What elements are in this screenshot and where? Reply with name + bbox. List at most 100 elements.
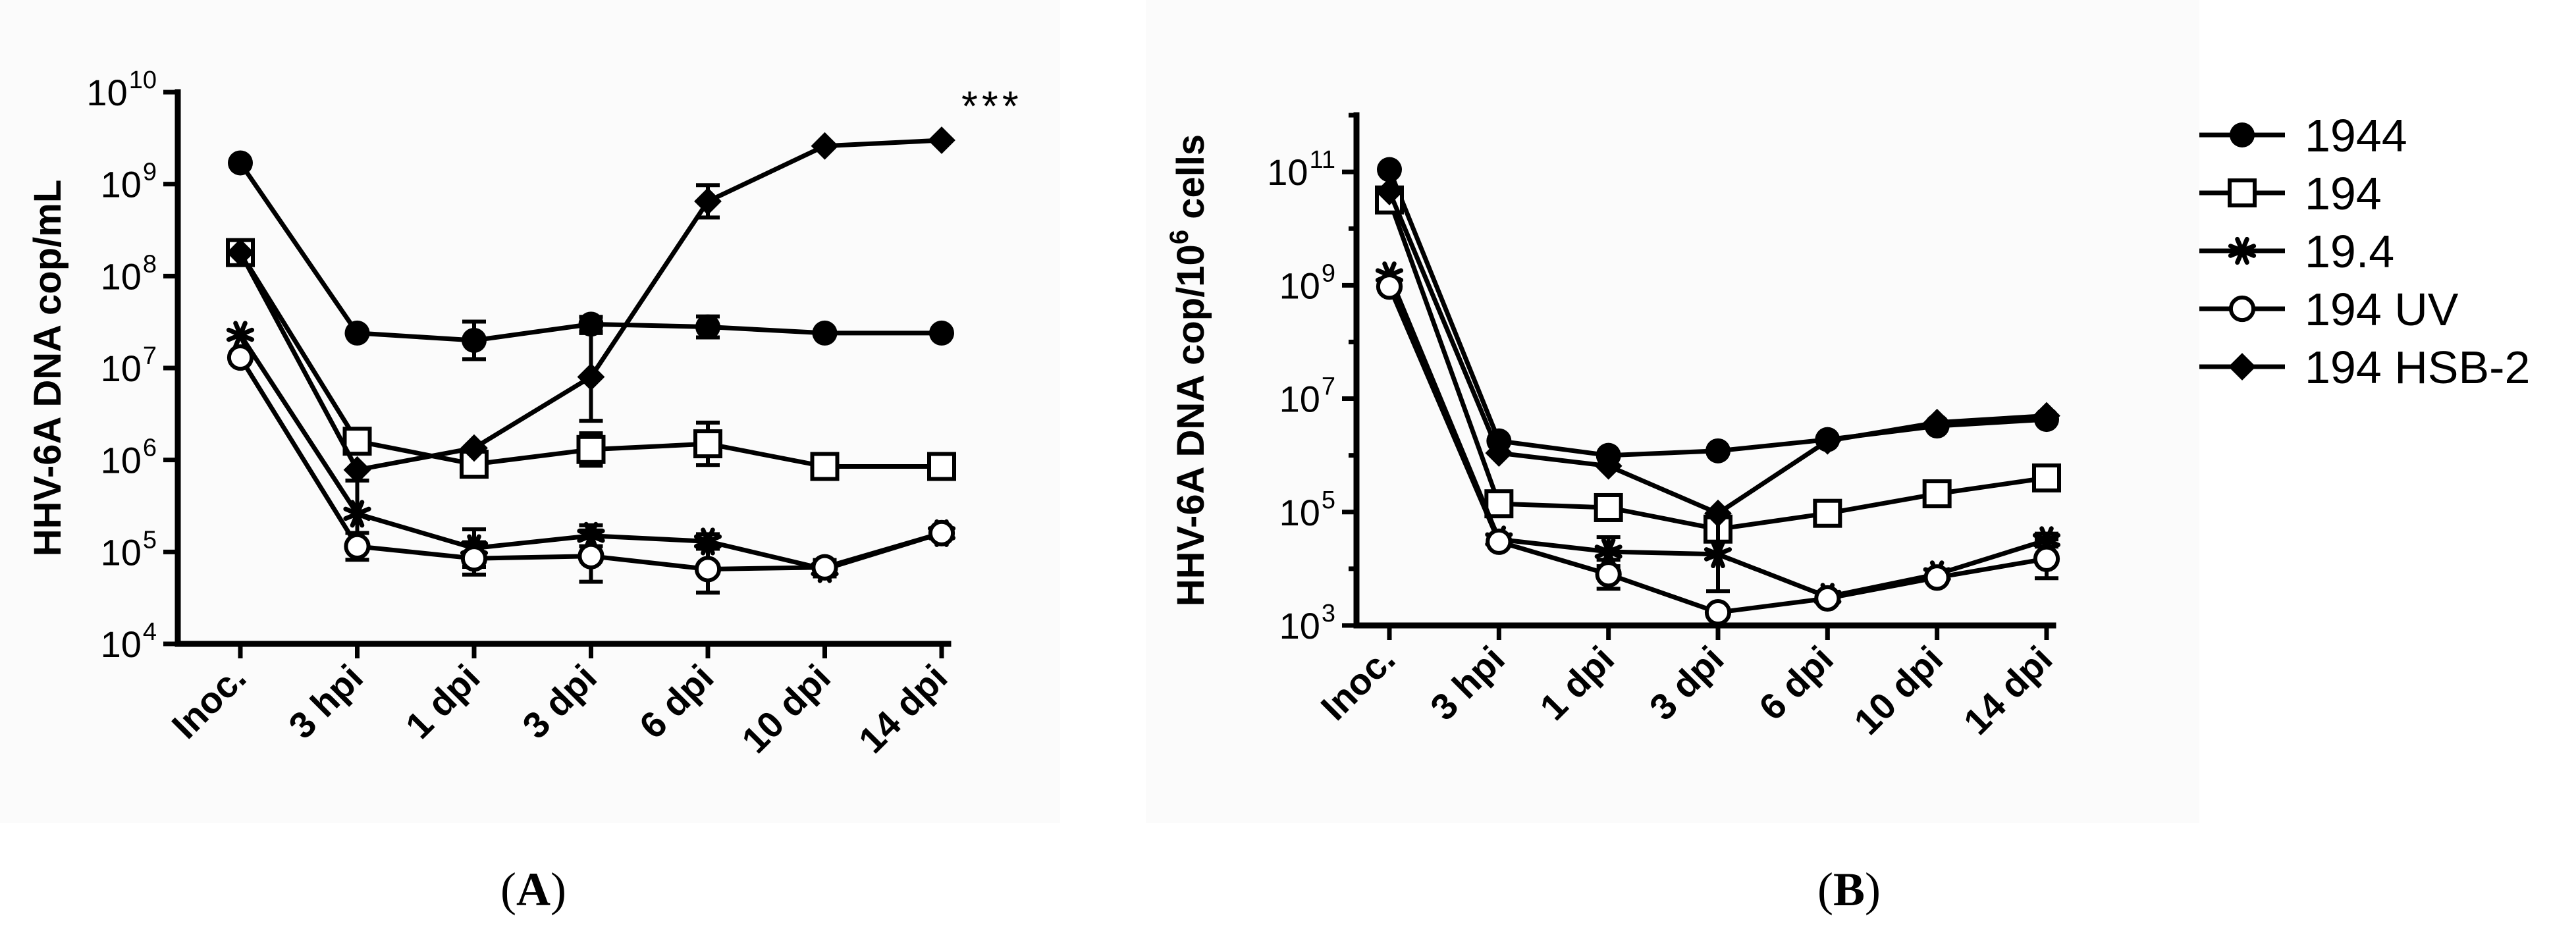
panel-b-x-tick-label-6-dpi: 6 dpi	[1751, 638, 1841, 728]
legend-marker-194-uv	[2228, 295, 2256, 323]
panel-a-x-tick-label-1-dpi: 1 dpi	[398, 656, 488, 747]
panel-a-x-tick-label-10-dpi: 10 dpi	[734, 656, 838, 761]
panel-a-point-194-uv	[460, 545, 488, 572]
panel-a-point-1944	[812, 320, 838, 346]
panel-a-point-194-uv	[227, 344, 254, 371]
panel-b-point-194-uv	[2033, 545, 2060, 572]
panel-a-significance-annotation: ***	[961, 82, 1023, 130]
panel-b-point-194-uv	[1376, 273, 1403, 300]
legend-marker-1944	[2230, 122, 2255, 147]
panel-a-point-194-hsb-2	[460, 434, 488, 462]
panel-a-point-194-hsb-2	[577, 363, 605, 391]
panel-b-series-194-uv	[1376, 273, 2060, 626]
panel-b-x-tick-label-14-dpi: 14 dpi	[1956, 638, 2060, 743]
legend: 1944 194 19.4 194 UV 194 HSB-2	[2199, 110, 2530, 393]
panel-a-point-194	[693, 429, 722, 459]
panel-b-series-194-hsb-2	[1376, 178, 2060, 527]
panel-a-point-194-hsb-2	[694, 187, 722, 215]
panel-b-point-194-hsb-2	[1813, 427, 1842, 455]
panel-b-point-194	[2032, 463, 2061, 492]
panel-a-point-194	[576, 435, 606, 464]
panel-a-point-1944	[344, 320, 370, 346]
panel-label-a: (A)	[500, 863, 566, 916]
panel-a-x-tick-label-14-dpi: 14 dpi	[851, 656, 955, 761]
panel-b-point-194-uv	[1486, 528, 1513, 555]
panel-b-point-194	[1922, 479, 1952, 509]
panel-b-y-tick-label: 105	[1279, 487, 1335, 533]
panel-a-y-tick-label: 1010	[86, 66, 157, 113]
panel-a-y-tick-label: 105	[101, 526, 157, 573]
legend-label-194-uv: 194 UV	[2305, 284, 2459, 335]
legend-marker-194-hsb-2	[2228, 353, 2256, 381]
panel-b-point-194-uv	[1923, 564, 1950, 591]
legend-label-194: 194	[2305, 168, 2382, 219]
panel-b-x-tick-label-10-dpi: 10 dpi	[1846, 638, 1950, 743]
panel-b-point-194-hsb-2	[1594, 452, 1623, 480]
legend-item-19-4: 19.4	[2199, 226, 2394, 277]
panel-a-y-tick-label: 106	[101, 435, 157, 481]
chart-panel-b: 103 105 107 109 1011 Inoc. 3 hpi 1 dpi 3 dpi 6 dp…	[1165, 112, 2061, 743]
panel-a-series-194-hsb-2	[227, 126, 955, 484]
panel-b-series-19-4	[1375, 261, 2061, 611]
panel-b-series-line-1944	[1387, 169, 2047, 458]
panel-b-point-1944	[1377, 157, 1402, 182]
panel-a-point-194-uv	[928, 519, 955, 546]
panel-b-point-194-uv	[1704, 599, 1732, 626]
legend-item-194-uv: 194 UV	[2199, 284, 2459, 335]
panel-b-y-tick-label: 109	[1279, 259, 1335, 306]
panel-b-y-tick-label: 103	[1279, 600, 1335, 647]
panel-b-point-1944	[1705, 438, 1731, 463]
panel-a-series-1944	[228, 150, 954, 361]
panel-b-point-194-hsb-2	[1923, 408, 1951, 436]
panel-a-point-194	[810, 452, 840, 481]
panel-b-x-tick-label-inoc: Inoc.	[1313, 638, 1403, 728]
panel-b-point-194-hsb-2	[1704, 499, 1732, 527]
panel-label-b: (B)	[1817, 863, 1881, 916]
panel-b-x-tick-label-3-dpi: 3 dpi	[1642, 638, 1732, 728]
panel-a-x-tick-label-6-dpi: 6 dpi	[631, 656, 722, 747]
legend-label-1944: 1944	[2305, 110, 2407, 161]
panel-b-point-194-hsb-2	[2033, 402, 2060, 430]
panel-a-point-194-hsb-2	[227, 238, 254, 267]
panel-b-y-tick-label: 107	[1279, 373, 1335, 420]
panel-b-point-194	[1594, 492, 1623, 522]
panel-b-background	[1146, 0, 2199, 823]
panel-a-y-tick-label: 109	[101, 159, 157, 205]
panel-b-x-tick-label-1-dpi: 1 dpi	[1532, 638, 1622, 728]
panel-a-point-1944	[578, 311, 604, 337]
legend-label-19-4: 19.4	[2305, 226, 2394, 277]
legend-marker-194	[2228, 178, 2257, 207]
panel-b-point-19-4	[1594, 537, 1623, 566]
panel-a-point-1944	[929, 320, 954, 346]
legend-marker-19-4	[2228, 236, 2257, 265]
panel-a-point-194-hsb-2	[928, 126, 955, 154]
panel-a-y-axis-label: HHV-6A DNA cop/mL	[26, 180, 69, 557]
panel-b-x-tick-label-3-hpi: 3 hpi	[1422, 638, 1513, 728]
panel-b-point-194-hsb-2	[1485, 439, 1513, 467]
panel-a-y-tick-label: 104	[101, 618, 157, 665]
legend-item-194-hsb-2: 194 HSB-2	[2199, 342, 2530, 393]
panel-b-y-axis-label: HHV-6A DNA cop/106 cells	[1165, 134, 1212, 606]
panel-a-point-19-4	[226, 321, 255, 349]
legend-item-194: 194	[2199, 168, 2382, 219]
panel-a-point-194-uv	[344, 533, 371, 560]
panel-a-point-194-uv	[694, 556, 722, 583]
panel-a-point-19-4	[343, 500, 371, 528]
legend-item-1944: 1944	[2199, 110, 2407, 161]
panel-a-x-tick-label-inoc: Inoc.	[164, 656, 254, 747]
panel-b-point-194	[1813, 498, 1842, 528]
chart-panel-a: 104 105 106 107 108 109 1010 Inoc. 3 hpi 1 dpi 3 d…	[26, 66, 1023, 761]
legend-label-194-hsb-2: 194 HSB-2	[2305, 342, 2530, 393]
panel-a-point-1944	[695, 314, 720, 340]
panel-a-x-tick-label-3-hpi: 3 hpi	[281, 656, 371, 747]
panel-a-point-1944	[462, 327, 487, 353]
panel-a-point-1944	[228, 150, 253, 176]
panel-a-series-194-uv	[227, 344, 955, 595]
panel-a-point-194-hsb-2	[811, 132, 839, 160]
panel-b-point-194-uv	[1595, 561, 1622, 588]
panel-a-point-194	[927, 452, 956, 481]
panel-a-point-194-uv	[577, 542, 604, 569]
panel-b-point-19-4	[1704, 540, 1732, 568]
panel-a-y-tick-label: 108	[101, 250, 157, 297]
